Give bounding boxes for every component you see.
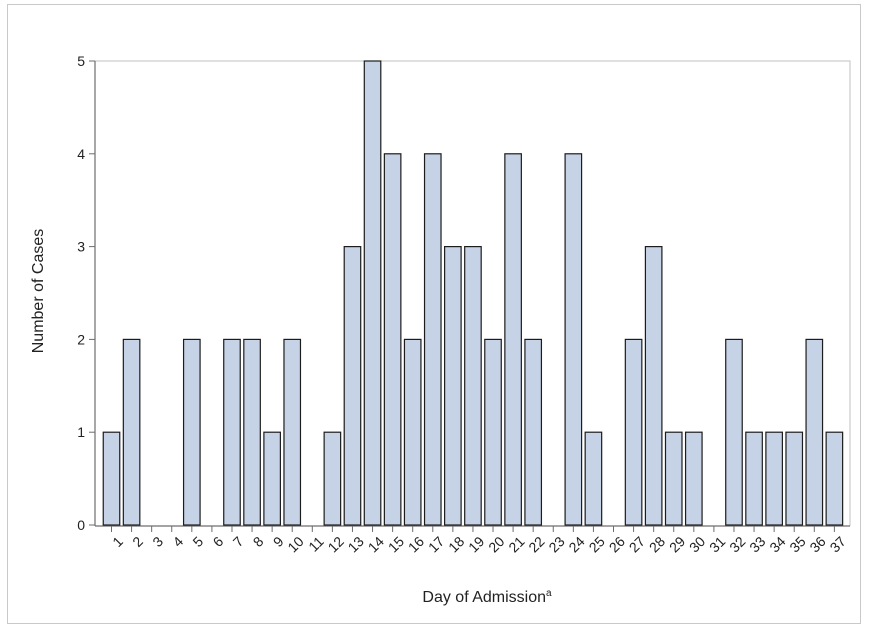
y-tick-label-2: 2 [77, 331, 85, 347]
bar-day-16 [403, 338, 422, 526]
x-tick-label-4: 4 [169, 533, 186, 550]
bar-day-30 [684, 431, 703, 526]
y-tick-label-4: 4 [77, 146, 85, 162]
x-axis-title-superscript: a [546, 588, 552, 599]
bar-day-7 [223, 338, 241, 526]
x-tick-label-6: 6 [210, 533, 227, 550]
y-tick-label-0: 0 [77, 517, 85, 533]
bar-day-13 [343, 246, 362, 526]
bar-day-37 [825, 431, 844, 526]
bar-day-29 [664, 431, 683, 526]
y-axis-title: Number of Cases [30, 229, 47, 354]
y-tick-label-5: 5 [77, 53, 85, 69]
y-axis: 0 1 2 3 4 5 [77, 53, 95, 533]
x-axis: 1 2 3 4 5 6 7 8 91011121314151617181920212223242… [109, 526, 849, 555]
bar-day-27 [624, 338, 643, 526]
bar-day-21 [504, 153, 522, 526]
bar-day-14 [363, 60, 382, 526]
bar-day-1 [102, 431, 121, 526]
bar-day-19 [464, 246, 482, 526]
x-tick-label-2: 2 [129, 533, 146, 550]
x-tick-label-1: 1 [109, 533, 126, 550]
x-tick-label-7: 7 [230, 533, 247, 550]
bar-day-22 [524, 338, 543, 526]
x-tick-label-9: 9 [270, 533, 287, 550]
bar-day-25 [584, 431, 603, 526]
bar-day-2 [122, 338, 141, 526]
bar-day-32 [725, 338, 743, 526]
y-tick-label-1: 1 [77, 424, 85, 440]
bar-day-12 [323, 431, 342, 526]
bar-day-20 [484, 338, 502, 526]
bar-day-15 [383, 153, 402, 526]
bar-day-18 [444, 246, 462, 526]
plot-border [95, 60, 851, 526]
bar-day-36 [805, 338, 824, 526]
x-axis-title: Day of Admissiona [422, 588, 552, 606]
bar-day-9 [263, 431, 281, 526]
x-tick-label-37: 37 [827, 533, 849, 555]
bars-group [102, 60, 844, 526]
x-tick-label-8: 8 [250, 533, 267, 550]
x-tick-label-3: 3 [149, 533, 166, 550]
bar-day-5 [182, 338, 201, 526]
bar-day-34 [765, 431, 783, 526]
y-tick-label-3: 3 [77, 239, 85, 255]
bar-day-24 [564, 153, 583, 526]
bar-day-8 [243, 338, 261, 526]
bar-day-33 [745, 431, 763, 526]
x-tick-label-5: 5 [189, 533, 206, 550]
x-tick-label-10: 10 [284, 533, 306, 555]
bar-day-17 [423, 153, 442, 526]
bar-day-35 [785, 431, 804, 526]
bar-day-28 [644, 246, 663, 526]
x-axis-title-text: Day of Admission [422, 589, 546, 606]
bar-day-10 [283, 338, 302, 526]
